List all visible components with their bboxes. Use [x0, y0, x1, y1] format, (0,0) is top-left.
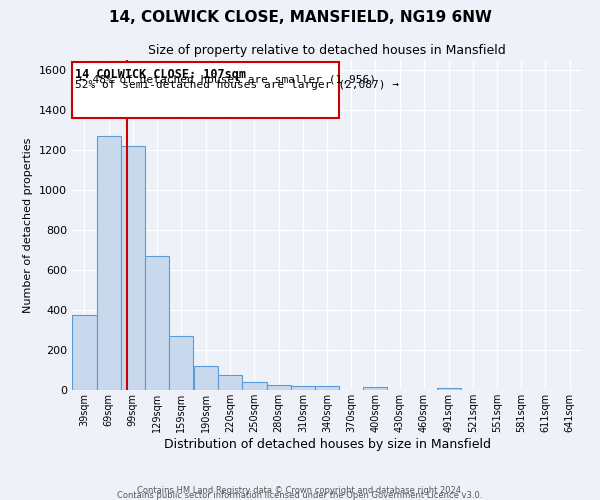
- Bar: [291, 386, 315, 390]
- X-axis label: Distribution of detached houses by size in Mansfield: Distribution of detached houses by size …: [163, 438, 491, 450]
- Bar: [72, 62, 339, 118]
- Text: 52% of semi-detached houses are larger (2,087) →: 52% of semi-detached houses are larger (…: [75, 80, 399, 90]
- Bar: [315, 386, 339, 390]
- Bar: [97, 136, 121, 390]
- Bar: [363, 387, 388, 390]
- Y-axis label: Number of detached properties: Number of detached properties: [23, 138, 34, 312]
- Bar: [218, 375, 242, 390]
- Bar: [194, 366, 218, 390]
- Title: Size of property relative to detached houses in Mansfield: Size of property relative to detached ho…: [148, 44, 506, 58]
- Bar: [145, 256, 169, 390]
- Text: 14, COLWICK CLOSE, MANSFIELD, NG19 6NW: 14, COLWICK CLOSE, MANSFIELD, NG19 6NW: [109, 10, 491, 25]
- Bar: [437, 388, 461, 390]
- Bar: [266, 385, 291, 390]
- Bar: [169, 336, 193, 390]
- Text: Contains public sector information licensed under the Open Government Licence v3: Contains public sector information licen…: [118, 491, 482, 500]
- Bar: [242, 382, 266, 390]
- Bar: [121, 146, 145, 390]
- Text: Contains HM Land Registry data © Crown copyright and database right 2024.: Contains HM Land Registry data © Crown c…: [137, 486, 463, 495]
- Text: 14 COLWICK CLOSE: 107sqm: 14 COLWICK CLOSE: 107sqm: [75, 68, 246, 80]
- Bar: [73, 315, 97, 390]
- Text: ← 48% of detached houses are smaller (1,956): ← 48% of detached houses are smaller (1,…: [79, 74, 376, 84]
